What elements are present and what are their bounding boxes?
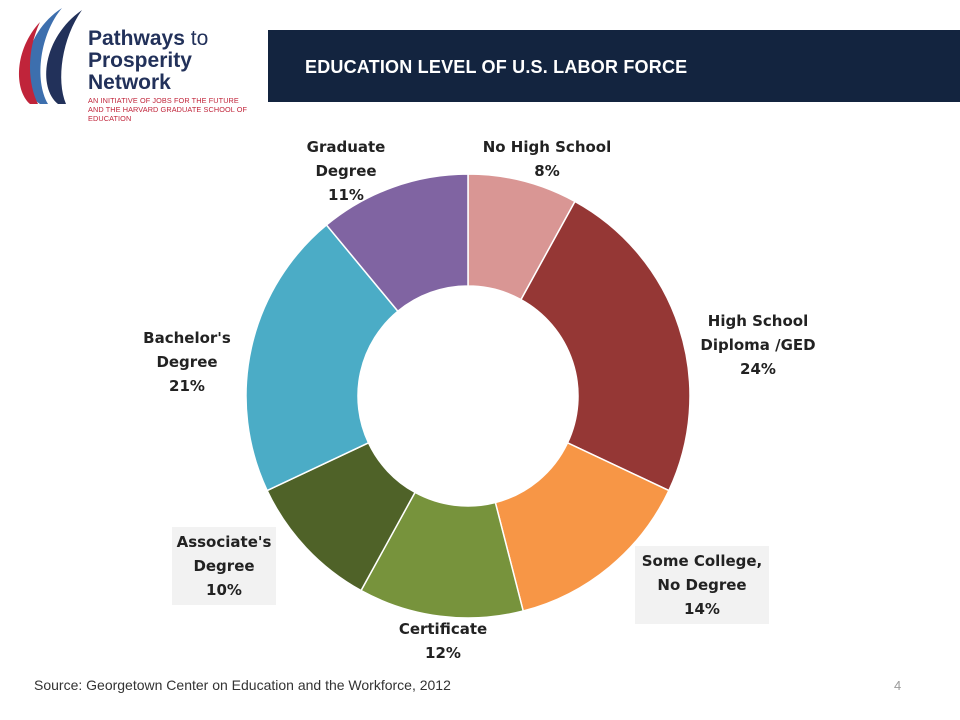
slice-category-label: No Degree: [657, 576, 746, 594]
slice-value-label: 21%: [169, 377, 205, 395]
donut-slice: [245, 223, 399, 492]
slice-category-label: High School: [708, 312, 808, 330]
slice-category-label: Degree: [193, 557, 254, 575]
logo-mark-icon: [19, 8, 82, 104]
source-note: Source: Georgetown Center on Education a…: [34, 677, 451, 693]
page-number: 4: [894, 678, 902, 693]
data-label-background: [172, 527, 276, 605]
slice-value-label: 10%: [206, 581, 242, 599]
slice-category-label: Some College,: [642, 552, 763, 570]
logo-text: Pathways to Prosperity Network AN INITIA…: [88, 27, 268, 124]
slice-value-label: 8%: [534, 162, 559, 180]
logo-line1-rest: to: [190, 27, 209, 50]
slice-category-label: Diploma /GED: [700, 336, 815, 354]
slice-value-label: 11%: [328, 186, 364, 204]
slice-category-label: Degree: [315, 162, 376, 180]
slice-value-label: 14%: [684, 600, 720, 618]
logo-line1-bold: Pathways: [88, 27, 185, 50]
slice-value-label: 24%: [740, 360, 776, 378]
donut-slice: [325, 173, 469, 313]
donut-slice: [519, 200, 691, 492]
slice-value-label: 12%: [425, 644, 461, 662]
slice-category-label: Bachelor's: [143, 329, 231, 347]
slice-category-label: Associate's: [177, 533, 272, 551]
slide-title: EDUCATION LEVEL OF U.S. LABOR FORCE: [305, 57, 688, 77]
slice-category-label: Graduate: [307, 138, 386, 156]
slice-category-label: No High School: [483, 138, 612, 156]
logo-line2: Prosperity Network: [88, 49, 192, 94]
slice-category-label: Degree: [156, 353, 217, 371]
logo-tagline: AN INITIATIVE OF JOBS FOR THE FUTURE AND…: [88, 96, 248, 123]
data-label-background: [635, 546, 769, 624]
logo: Pathways to Prosperity Network AN INITIA…: [0, 0, 268, 123]
slice-category-label: Certificate: [399, 620, 487, 638]
